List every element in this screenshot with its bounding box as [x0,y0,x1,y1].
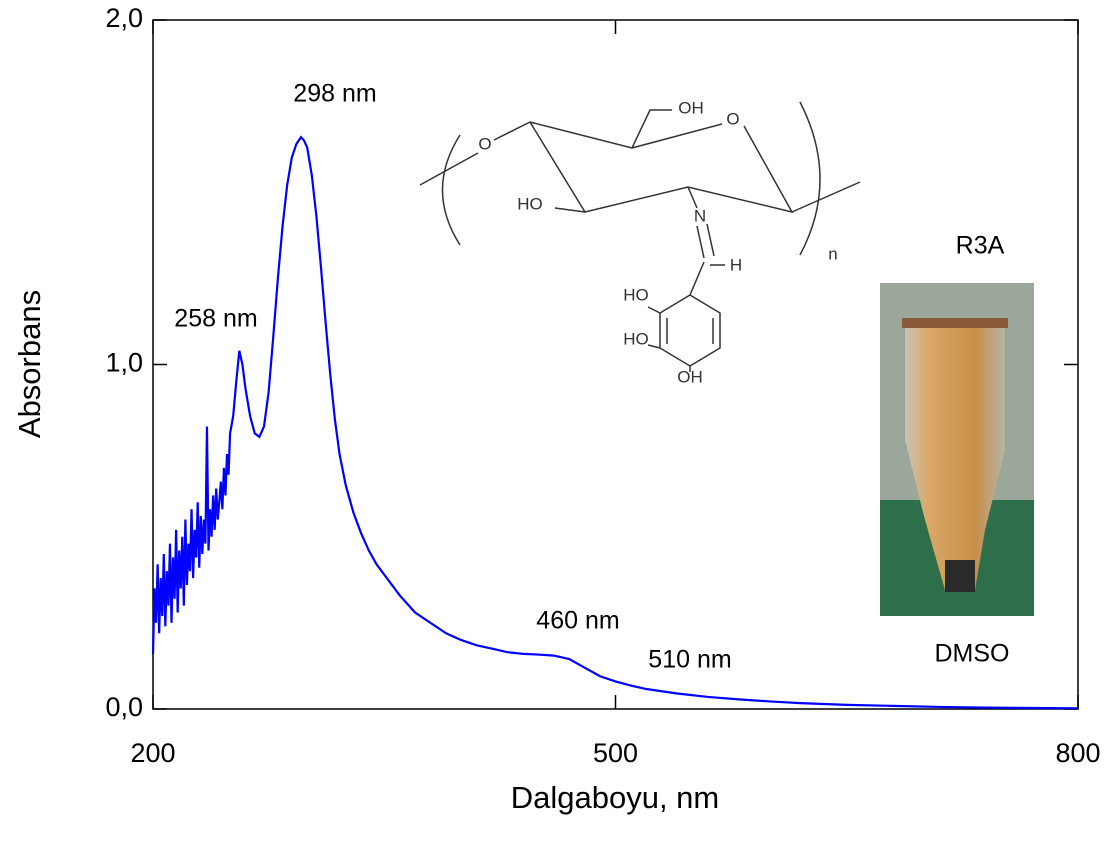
annotation: 510 nm [648,646,731,674]
structure-label: n [828,244,837,263]
sample-photo [880,283,1034,616]
y-tick-label: 1,0 [105,348,143,378]
photo-label: R3A [956,232,1005,260]
structure-label: OH [678,98,704,117]
structure-label: N [694,206,706,225]
x-tick-label: 800 [1055,738,1100,768]
y-tick-label: 2,0 [105,3,143,33]
annotation: 298 nm [293,80,376,108]
y-axis-label: Absorbans [12,290,47,438]
annotation: 460 nm [536,607,619,635]
structure-label: O [478,134,491,153]
structure [419,101,861,372]
annotation: 258 nm [174,305,257,333]
structure-label: H [730,255,742,274]
x-tick-label: 500 [593,738,638,768]
spectrum-line [151,135,1079,710]
structure-label: HO [517,194,543,213]
photo-label: DMSO [935,640,1010,668]
y-tick-label: 0,0 [105,692,143,722]
structure-label: HO [623,285,649,304]
x-tick-label: 200 [130,738,175,768]
structure-label: HO [623,329,649,348]
structure-label: OH [677,367,703,386]
structure-label: O [726,109,739,128]
x-axis-label: Dalgaboyu, nm [511,780,720,815]
